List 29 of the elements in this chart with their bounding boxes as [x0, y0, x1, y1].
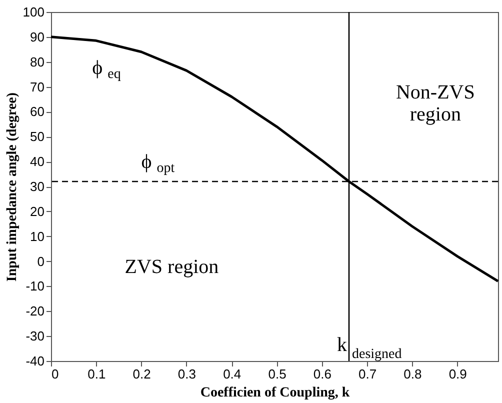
y-tick-label: -30	[26, 328, 44, 344]
x-tick-label: 0.2	[132, 366, 151, 382]
annotation: Non-ZVS region	[396, 81, 475, 126]
y-tick-label: 100	[22, 4, 44, 20]
x-axis-title: Coefficien of Coupling, k	[200, 386, 350, 400]
x-tick-label: 0.1	[88, 366, 106, 382]
x-tick-label: 0.6	[313, 366, 332, 382]
y-tick-label: -40	[26, 354, 44, 368]
x-tick-label: 0.7	[358, 366, 377, 382]
y-tick-label: 60	[30, 104, 44, 120]
x-tick-label: 0	[52, 366, 59, 382]
annotation: ZVS region	[124, 256, 219, 278]
y-tick-label: 90	[30, 29, 44, 44]
y-tick-label: 0	[37, 254, 44, 269]
y-tick-label: 10	[30, 228, 44, 244]
y-tick-label: 40	[30, 154, 44, 170]
y-tick-label: -10	[26, 278, 44, 294]
y-tick-label: -20	[26, 304, 44, 319]
x-tick-label: 0.9	[448, 366, 467, 382]
y-tick-label: 80	[30, 54, 44, 70]
x-tick-label: 0.4	[223, 366, 242, 382]
x-tick-label: 0.5	[268, 366, 286, 382]
x-tick-label: 0.3	[178, 366, 196, 382]
y-tick-label: 30	[30, 179, 44, 194]
y-tick-label: 70	[30, 79, 44, 94]
y-tick-label: 20	[30, 204, 44, 219]
y-tick-label: 50	[30, 129, 44, 144]
x-tick-label: 0.8	[404, 366, 422, 382]
y-axis-title: Input impedance angle (degree)	[4, 92, 20, 282]
